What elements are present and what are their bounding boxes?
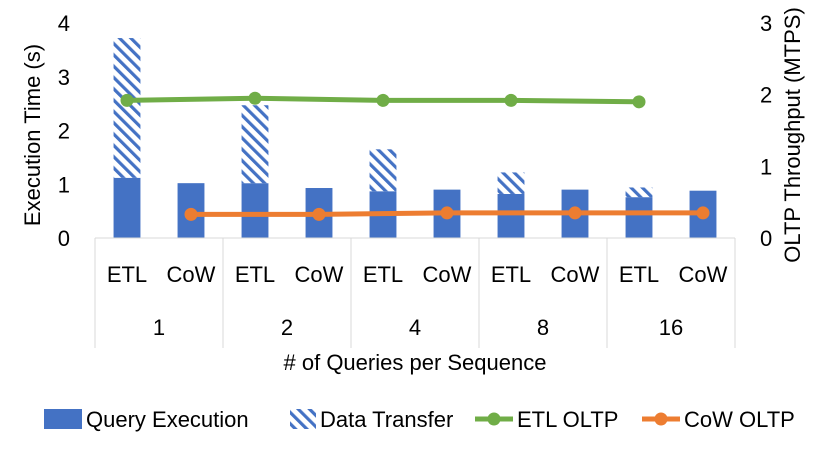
bar-query-execution — [625, 197, 653, 238]
y-axis-title: Execution Time (s) — [20, 44, 45, 226]
marker-etl-oltp — [376, 93, 390, 107]
marker-cow-oltp — [696, 206, 710, 220]
legend-marker-etl-oltp — [487, 412, 501, 426]
legend-label-cow-oltp: CoW OLTP — [684, 407, 795, 432]
y-tick-label: 0 — [58, 226, 70, 251]
category-label: CoW — [423, 262, 472, 287]
y-tick-label: 3 — [58, 65, 70, 90]
group-label: 1 — [153, 315, 165, 340]
category-label: ETL — [491, 262, 531, 287]
legend: Query Execution Data Transfer ETL OLTP CoW … — [44, 407, 795, 432]
category-label: CoW — [167, 262, 216, 287]
bar-data-transfer — [113, 38, 141, 178]
bar-query-execution — [241, 183, 269, 238]
y2-tick-label: 2 — [760, 83, 772, 108]
y2-tick-label: 0 — [760, 226, 772, 251]
marker-etl-oltp — [504, 93, 518, 107]
category-label: ETL — [363, 262, 403, 287]
x-axis-title: # of Queries per Sequence — [284, 350, 547, 375]
category-label: CoW — [679, 262, 728, 287]
marker-cow-oltp — [312, 207, 326, 221]
group-label: 8 — [537, 315, 549, 340]
category-label: ETL — [235, 262, 275, 287]
category-label: ETL — [107, 262, 147, 287]
legend-label-query-execution: Query Execution — [86, 407, 249, 432]
legend-label-data-transfer: Data Transfer — [320, 407, 453, 432]
y-tick-label: 2 — [58, 119, 70, 144]
bar-data-transfer — [369, 149, 397, 192]
category-label: ETL — [619, 262, 659, 287]
bar-query-execution — [497, 193, 525, 238]
group-label: 16 — [659, 315, 683, 340]
group-label: 4 — [409, 315, 421, 340]
y2-tick-label: 1 — [760, 154, 772, 179]
marker-etl-oltp — [632, 95, 646, 109]
y-tick-label: 1 — [58, 172, 70, 197]
bar-data-transfer — [497, 172, 525, 194]
category-label: CoW — [295, 262, 344, 287]
y2-tick-label: 3 — [760, 11, 772, 36]
y2-axis-title: OLTP Throughput (MTPS) — [780, 7, 805, 263]
group-label: 2 — [281, 315, 293, 340]
legend-marker-cow-oltp — [654, 412, 668, 426]
category-label: CoW — [551, 262, 600, 287]
marker-etl-oltp — [120, 93, 134, 107]
legend-label-etl-oltp: ETL OLTP — [517, 407, 618, 432]
legend-swatch-query-execution — [44, 409, 82, 429]
marker-etl-oltp — [248, 91, 262, 105]
legend-swatch-data-transfer — [290, 409, 316, 429]
marker-cow-oltp — [440, 206, 454, 220]
marker-cow-oltp — [184, 207, 198, 221]
bar-query-execution — [113, 177, 141, 238]
bar-data-transfer — [241, 105, 269, 184]
y-tick-label: 4 — [58, 11, 70, 36]
bar-data-transfer — [625, 187, 653, 198]
marker-cow-oltp — [568, 206, 582, 220]
